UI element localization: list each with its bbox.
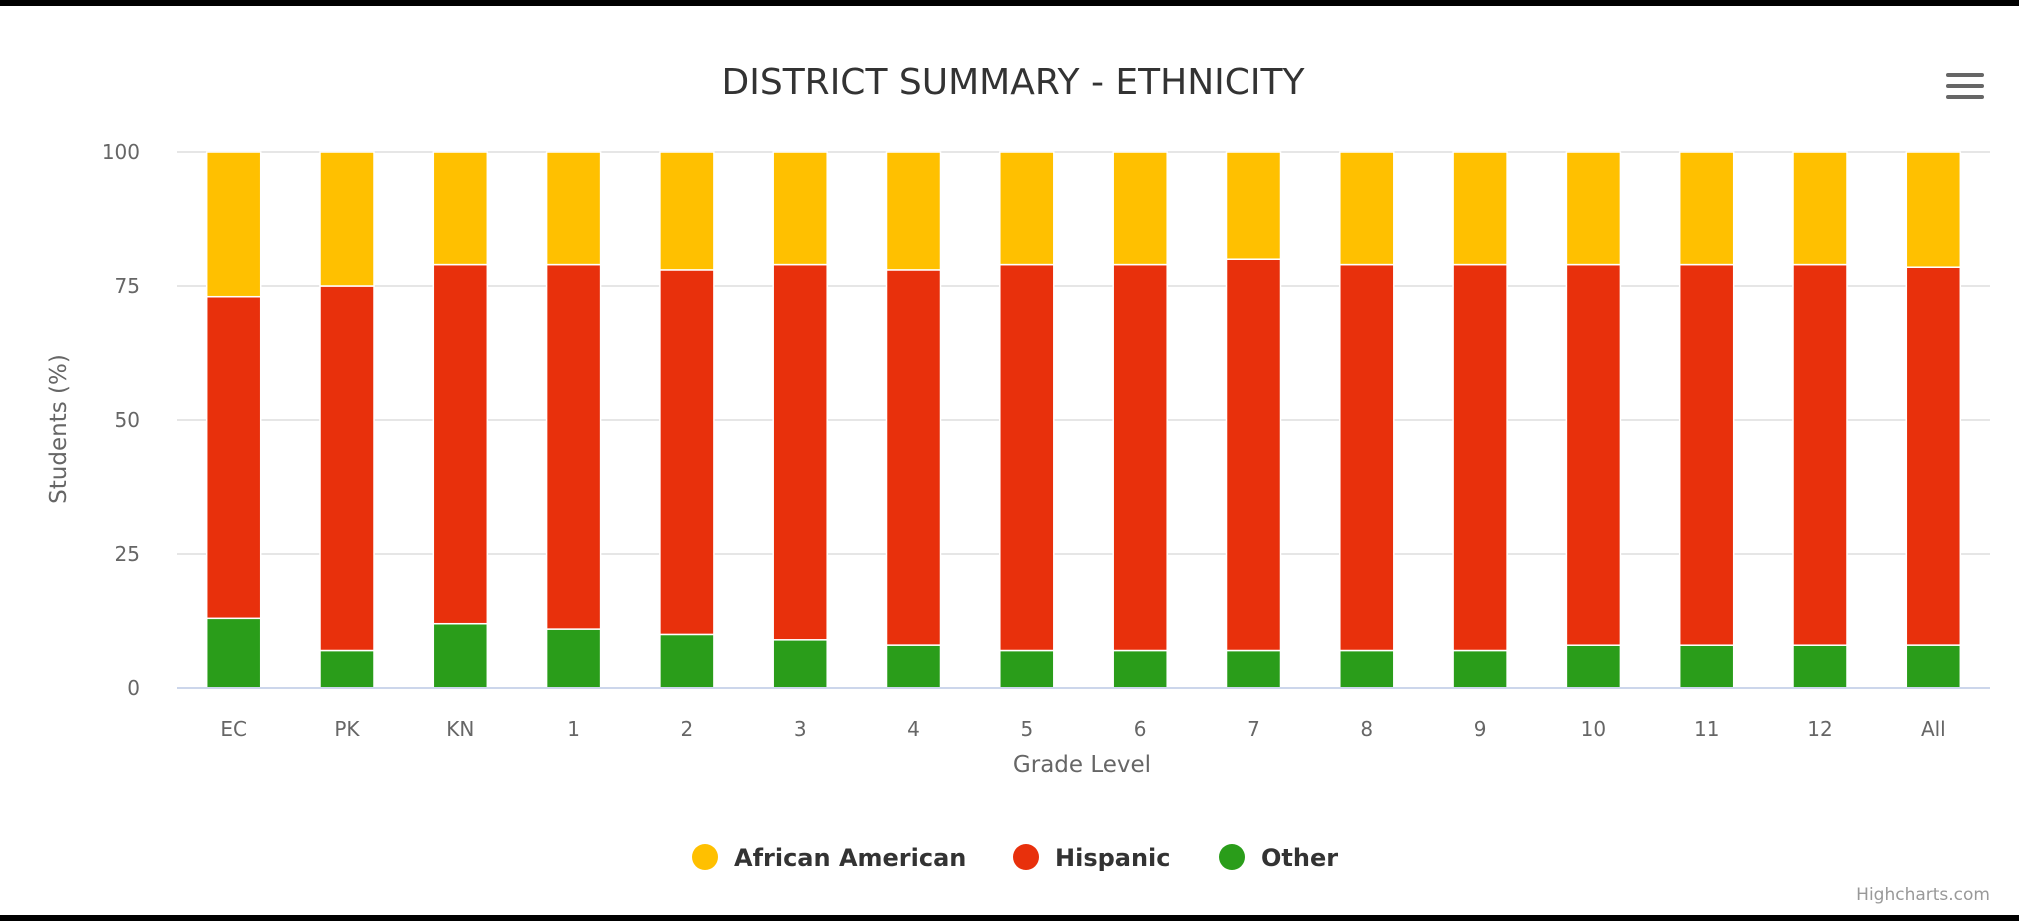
x-tick-label: 12 [1807, 717, 1832, 741]
x-tick-label: 5 [1020, 717, 1033, 741]
bar-hispanic[interactable] [1225, 258, 1282, 652]
legend-symbol [1013, 844, 1039, 870]
legend-label: Other [1261, 844, 1338, 872]
bar-other[interactable] [1792, 644, 1848, 689]
context-menu-button[interactable] [1945, 64, 1985, 112]
x-tick-label: 1 [567, 717, 580, 741]
bar-african-american[interactable] [999, 151, 1055, 266]
bar-other[interactable] [1225, 649, 1282, 689]
chart-canvas: DISTRICT SUMMARY - ETHNICITY 0255075100 … [46, 62, 1990, 905]
bar-hispanic[interactable] [1112, 263, 1168, 652]
bar-african-american[interactable] [1905, 151, 1962, 268]
bar-hispanic[interactable] [772, 263, 828, 641]
bar-hispanic[interactable] [432, 263, 489, 625]
bar-african-american[interactable] [659, 151, 715, 271]
y-tick-label: 75 [115, 274, 140, 298]
legend-label: African American [734, 844, 966, 872]
x-tick-label: 9 [1474, 717, 1487, 741]
chart-title: DISTRICT SUMMARY - ETHNICITY [722, 62, 1306, 103]
x-tick-label: 7 [1247, 717, 1260, 741]
bar-hispanic[interactable] [1339, 263, 1395, 652]
legend-symbol [1219, 844, 1245, 870]
legend-item-hispanic[interactable]: Hispanic [1013, 844, 1171, 872]
x-tick-label: 10 [1581, 717, 1606, 741]
x-tick-label: 8 [1360, 717, 1373, 741]
x-tick-label: KN [446, 717, 474, 741]
y-tick-label: 50 [115, 408, 140, 432]
legend: African American Hispanic Other [692, 844, 1338, 872]
x-tick-label: 11 [1694, 717, 1719, 741]
bar-african-american[interactable] [1565, 151, 1622, 266]
bar-hispanic[interactable] [205, 295, 262, 620]
x-tick-label: 3 [794, 717, 807, 741]
bar-hispanic[interactable] [999, 263, 1055, 652]
bars [205, 151, 1962, 689]
bar-hispanic[interactable] [1565, 263, 1622, 646]
x-tick-label: 6 [1134, 717, 1147, 741]
bar-hispanic[interactable] [319, 285, 375, 652]
credits-link[interactable]: Highcharts.com [1856, 885, 1990, 905]
bar-other[interactable] [205, 617, 262, 689]
bar-african-american[interactable] [885, 151, 942, 271]
bar-other[interactable] [999, 649, 1055, 689]
bar-african-american[interactable] [1339, 151, 1395, 266]
bar-hispanic[interactable] [885, 269, 942, 646]
bar-african-american[interactable] [1452, 151, 1508, 266]
bar-african-american[interactable] [205, 151, 262, 298]
hamburger-menu-icon [1946, 73, 1984, 99]
bar-hispanic[interactable] [1905, 266, 1962, 646]
bar-hispanic[interactable] [545, 263, 602, 630]
bar-hispanic[interactable] [1792, 263, 1848, 646]
x-axis-title: Grade Level [1013, 752, 1151, 778]
bar-other[interactable] [545, 628, 602, 689]
y-axis-title: Students (%) [46, 354, 72, 504]
bar-other[interactable] [319, 649, 375, 689]
x-tick-label: PK [334, 717, 360, 741]
bar-other[interactable] [1905, 644, 1962, 689]
legend-label: Hispanic [1055, 844, 1171, 872]
x-axis-labels: EC PK KN 1 2 3 4 5 6 7 8 9 10 11 12 All [220, 717, 1945, 741]
legend-symbol [692, 844, 718, 870]
bar-african-american[interactable] [432, 151, 489, 266]
bar-african-american[interactable] [1792, 151, 1848, 266]
x-tick-label: All [1921, 717, 1946, 741]
y-axis-labels: 0 25 50 75 100 [102, 140, 140, 700]
bar-hispanic[interactable] [659, 269, 715, 636]
legend-item-african-american[interactable]: African American [692, 844, 966, 872]
bar-african-american[interactable] [545, 151, 602, 266]
y-tick-label: 100 [102, 140, 140, 164]
y-tick-label: 0 [127, 676, 140, 700]
bar-other[interactable] [659, 633, 715, 689]
bar-other[interactable] [1339, 649, 1395, 689]
bar-african-american[interactable] [772, 151, 828, 266]
bar-african-american[interactable] [319, 151, 375, 287]
bar-hispanic[interactable] [1678, 263, 1735, 646]
x-tick-label: 4 [907, 717, 920, 741]
bar-other[interactable] [772, 639, 828, 689]
bar-african-american[interactable] [1225, 151, 1282, 260]
bar-other[interactable] [1678, 644, 1735, 689]
x-tick-label: EC [220, 717, 247, 741]
bar-other[interactable] [1112, 649, 1168, 689]
bar-hispanic[interactable] [1452, 263, 1508, 652]
bar-other[interactable] [885, 644, 942, 689]
legend-item-other[interactable]: Other [1219, 844, 1338, 872]
bar-other[interactable] [432, 622, 489, 689]
x-tick-label: 2 [681, 717, 694, 741]
y-tick-label: 25 [115, 542, 140, 566]
bar-other[interactable] [1452, 649, 1508, 689]
bar-african-american[interactable] [1678, 151, 1735, 266]
chart-card: DISTRICT SUMMARY - ETHNICITY 0 25 50 75 100 … [0, 6, 2019, 915]
bar-other[interactable] [1565, 644, 1622, 689]
bar-african-american[interactable] [1112, 151, 1168, 266]
